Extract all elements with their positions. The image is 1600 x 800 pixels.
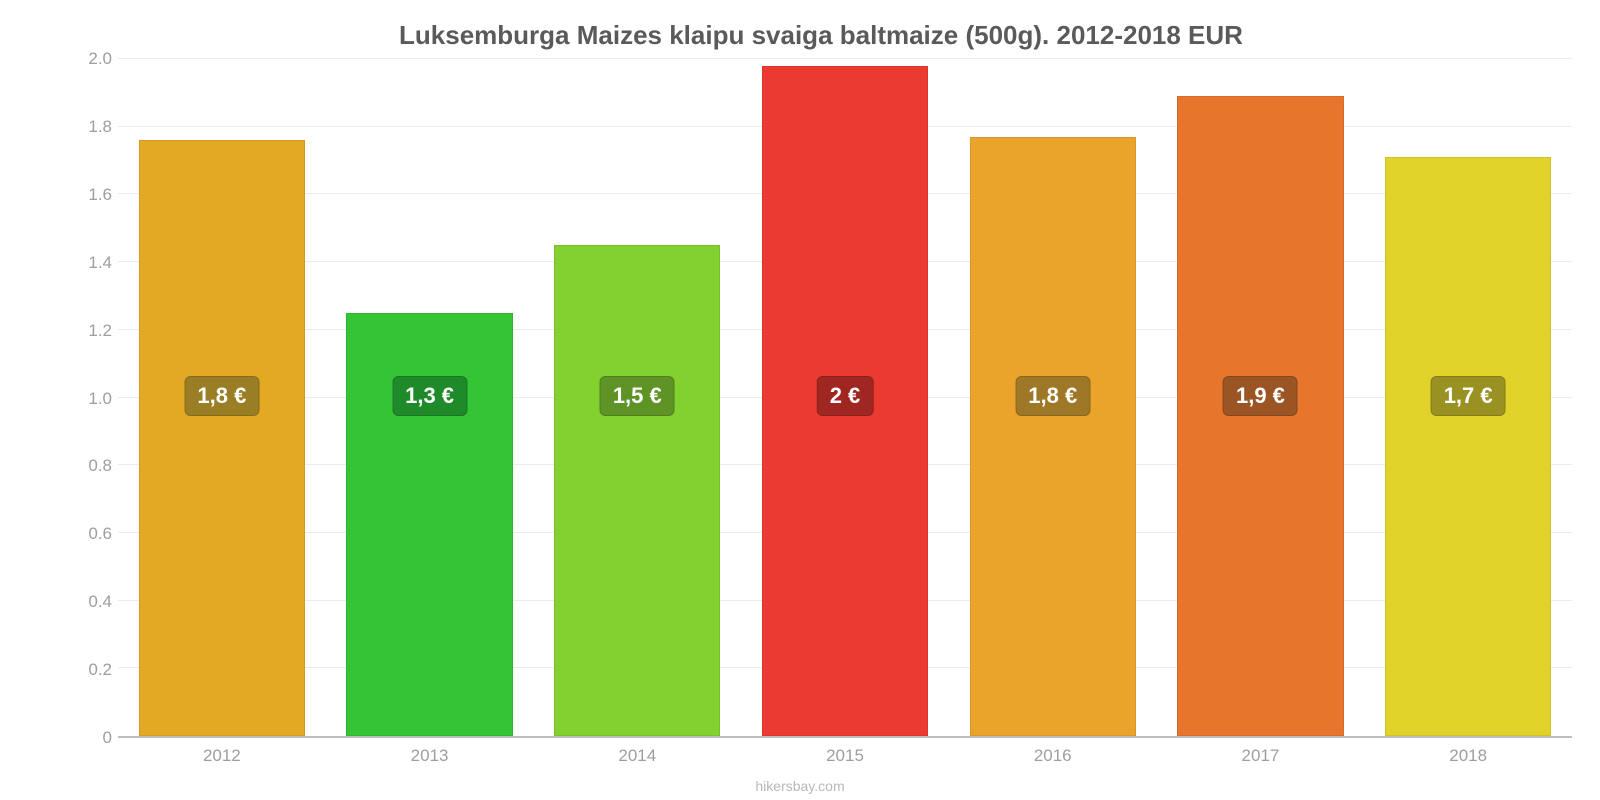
bar-slot: 1,8 €: [118, 59, 326, 736]
value-badge: 1,9 €: [1223, 376, 1298, 416]
value-badge: 1,7 €: [1431, 376, 1506, 416]
bar-chart: Luksemburga Maizes klaipu svaiga baltmai…: [0, 0, 1600, 800]
bar: 1,8 €: [970, 137, 1136, 736]
bar: 1,9 €: [1177, 96, 1343, 736]
bar-slot: 1,5 €: [533, 59, 741, 736]
bar-slot: 1,3 €: [326, 59, 534, 736]
x-axis: 2012201320142015201620172018: [118, 738, 1572, 766]
value-badge: 1,8 €: [1015, 376, 1090, 416]
bar-slot: 1,8 €: [949, 59, 1157, 736]
y-tick: 1.8: [88, 117, 112, 137]
bar-slot: 2 €: [741, 59, 949, 736]
y-tick: 0.8: [88, 456, 112, 476]
x-tick: 2016: [949, 746, 1157, 766]
bars-container: 1,8 € 1,3 € 1,5 € 2 € 1,8 € 1,9 € 1,7 €: [118, 59, 1572, 736]
y-tick: 1.2: [88, 321, 112, 341]
bar: 2 €: [762, 66, 928, 736]
value-badge: 1,5 €: [600, 376, 675, 416]
y-tick: 1.4: [88, 253, 112, 273]
bar: 1,7 €: [1385, 157, 1551, 736]
attribution-text: hikersbay.com: [0, 778, 1600, 794]
y-axis: 00.20.40.60.81.01.21.41.61.82.0: [70, 59, 118, 738]
bar-slot: 1,9 €: [1157, 59, 1365, 736]
y-tick: 1.6: [88, 185, 112, 205]
y-tick: 0: [103, 728, 112, 748]
chart-title: Luksemburga Maizes klaipu svaiga baltmai…: [70, 20, 1572, 51]
x-tick: 2014: [533, 746, 741, 766]
value-badge: 1,3 €: [392, 376, 467, 416]
y-tick: 2.0: [88, 49, 112, 69]
value-badge: 1,8 €: [184, 376, 259, 416]
plot-area: 1,8 € 1,3 € 1,5 € 2 € 1,8 € 1,9 € 1,7 €: [118, 59, 1572, 738]
y-tick: 0.2: [88, 660, 112, 680]
bar-slot: 1,7 €: [1364, 59, 1572, 736]
bar: 1,5 €: [554, 245, 720, 736]
plot-row: 00.20.40.60.81.01.21.41.61.82.0 1,8 €1,3…: [70, 59, 1572, 738]
y-tick: 0.4: [88, 592, 112, 612]
y-tick: 0.6: [88, 524, 112, 544]
value-badge: 2 €: [817, 376, 874, 416]
x-tick: 2017: [1157, 746, 1365, 766]
x-tick: 2013: [326, 746, 534, 766]
x-tick: 2018: [1364, 746, 1572, 766]
x-tick: 2012: [118, 746, 326, 766]
bar: 1,8 €: [139, 140, 305, 736]
bar: 1,3 €: [346, 313, 512, 736]
y-tick: 1.0: [88, 389, 112, 409]
x-tick: 2015: [741, 746, 949, 766]
